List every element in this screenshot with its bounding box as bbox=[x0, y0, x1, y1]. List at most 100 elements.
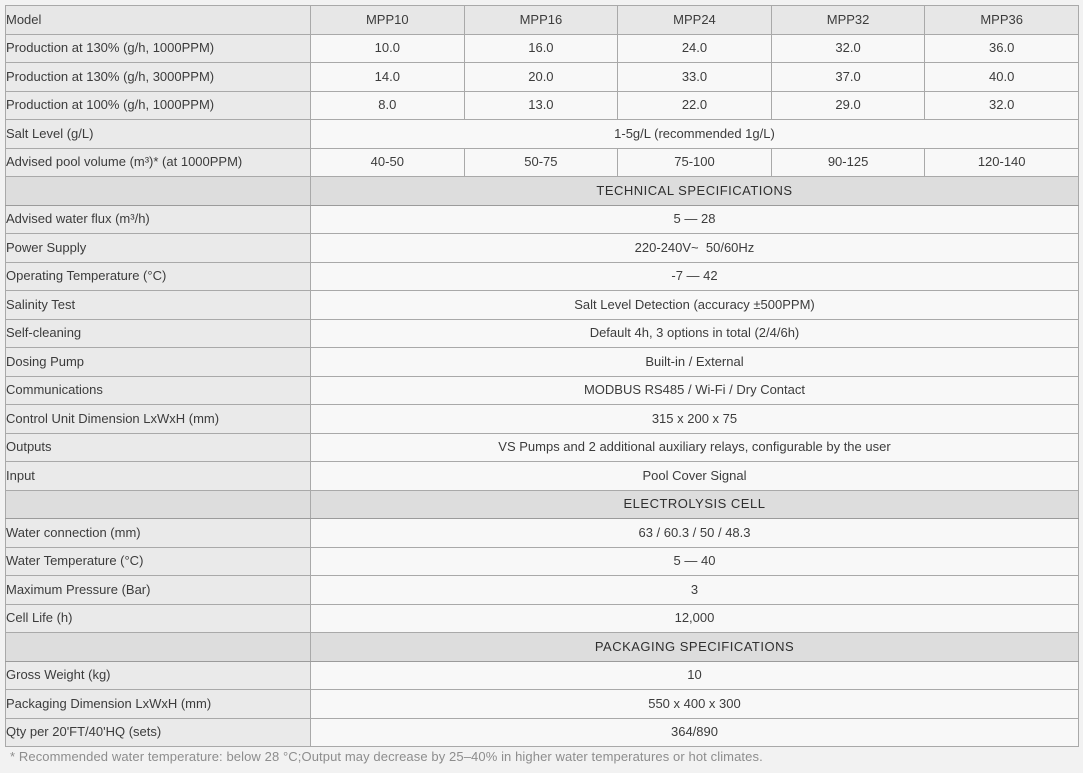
table-footnote: * Recommended water temperature: below 2… bbox=[10, 749, 763, 764]
section-title-cell: TECHNICAL SPECIFICATIONS bbox=[310, 176, 1079, 206]
row-label-cell: Salinity Test bbox=[5, 290, 311, 320]
row-label-cell: Cell Life (h) bbox=[5, 603, 311, 633]
row-label-cell: Maximum Pressure (Bar) bbox=[5, 575, 311, 605]
model-name-cell: MPP10 bbox=[310, 5, 465, 35]
row-label-cell: Operating Temperature (°C) bbox=[5, 261, 311, 291]
model-value-cell: 50-75 bbox=[463, 147, 619, 177]
spec-table-body: Model MPP10 MPP16 MPP24 MPP32 MPP36 Production… bbox=[5, 5, 1079, 747]
model-header-label-cell: Model bbox=[5, 5, 311, 35]
row-label-cell: Dosing Pump bbox=[5, 347, 311, 377]
model-value-cell: 75-100 bbox=[617, 147, 772, 177]
table-row: Maximum Pressure (Bar) 3 bbox=[5, 575, 1079, 605]
model-value-cell: 8.0 bbox=[310, 90, 465, 120]
table-row: Gross Weight (kg) 10 bbox=[5, 660, 1079, 690]
row-label-cell: Communications bbox=[5, 375, 311, 405]
section-row: PACKAGING SPECIFICATIONS bbox=[5, 632, 1079, 662]
span-value-cell: 3 bbox=[310, 575, 1079, 605]
model-value-cell: 90-125 bbox=[770, 147, 926, 177]
row-label-cell: Production at 100% (g/h, 1000PPM) bbox=[5, 90, 311, 120]
span-value-cell: 364/890 bbox=[310, 717, 1079, 747]
model-name-cell: MPP32 bbox=[770, 5, 926, 35]
span-value-cell: 10 bbox=[310, 660, 1079, 690]
model-value-cell: 32.0 bbox=[924, 90, 1079, 120]
row-label-cell: Self-cleaning bbox=[5, 318, 311, 348]
span-value-cell: 220-240V~ 50/60Hz bbox=[310, 233, 1079, 263]
row-label-cell: Water Temperature (°C) bbox=[5, 546, 311, 576]
table-row: Advised water flux (m³/h) 5 — 28 bbox=[5, 204, 1079, 234]
model-value-cell: 33.0 bbox=[617, 62, 772, 92]
model-value-cell: 14.0 bbox=[310, 62, 465, 92]
row-label-cell: Outputs bbox=[5, 432, 311, 462]
section-title-cell: PACKAGING SPECIFICATIONS bbox=[310, 632, 1079, 662]
span-value-cell: VS Pumps and 2 additional auxiliary rela… bbox=[310, 432, 1079, 462]
table-row: Outputs VS Pumps and 2 additional auxilia… bbox=[5, 432, 1079, 462]
table-row: Power Supply 220-240V~ 50/60Hz bbox=[5, 233, 1079, 263]
table-row: Production at 100% (g/h, 1000PPM) 8.0 13.0… bbox=[5, 90, 1079, 120]
span-value-cell: 5 — 40 bbox=[310, 546, 1079, 576]
model-value-cell: 37.0 bbox=[770, 62, 926, 92]
section-empty-cell bbox=[5, 632, 311, 662]
model-value-cell: 22.0 bbox=[617, 90, 772, 120]
table-row: Water connection (mm) 63 / 60.3 / 50 / 48… bbox=[5, 518, 1079, 548]
table-row: Advised pool volume (m³)* (at 1000PPM) 40… bbox=[5, 147, 1079, 177]
span-value-cell: -7 — 42 bbox=[310, 261, 1079, 291]
span-value-cell: 315 x 200 x 75 bbox=[310, 404, 1079, 434]
model-value-cell: 24.0 bbox=[617, 33, 772, 63]
row-label-cell: Input bbox=[5, 461, 311, 491]
row-label-cell: Gross Weight (kg) bbox=[5, 660, 311, 690]
section-empty-cell bbox=[5, 176, 311, 206]
table-row: Dosing Pump Built-in / External bbox=[5, 347, 1079, 377]
table-row: Production at 130% (g/h, 3000PPM) 14.0 20.… bbox=[5, 62, 1079, 92]
row-label-cell: Qty per 20'FT/40'HQ (sets) bbox=[5, 717, 311, 747]
table-row: Communications MODBUS RS485 / Wi-Fi / Dry… bbox=[5, 375, 1079, 405]
span-value-cell: 5 — 28 bbox=[310, 204, 1079, 234]
section-row: TECHNICAL SPECIFICATIONS bbox=[5, 176, 1079, 206]
table-row: Salt Level (g/L) 1-5g/L (recommended 1g/L… bbox=[5, 119, 1079, 149]
table-row: Packaging Dimension LxWxH (mm) 550 x 400 … bbox=[5, 689, 1079, 719]
span-value-cell: 63 / 60.3 / 50 / 48.3 bbox=[310, 518, 1079, 548]
span-value-cell: 1-5g/L (recommended 1g/L) bbox=[310, 119, 1079, 149]
model-value-cell: 20.0 bbox=[463, 62, 619, 92]
row-label-cell: Salt Level (g/L) bbox=[5, 119, 311, 149]
model-value-cell: 10.0 bbox=[310, 33, 465, 63]
model-name-cell: MPP36 bbox=[924, 5, 1079, 35]
spec-table-grid: Model MPP10 MPP16 MPP24 MPP32 MPP36 Production… bbox=[5, 5, 1079, 747]
row-label-cell: Production at 130% (g/h, 1000PPM) bbox=[5, 33, 311, 63]
span-value-cell: Pool Cover Signal bbox=[310, 461, 1079, 491]
model-value-cell: 16.0 bbox=[463, 33, 619, 63]
table-row: Self-cleaning Default 4h, 3 options in to… bbox=[5, 318, 1079, 348]
model-value-cell: 32.0 bbox=[770, 33, 926, 63]
model-value-cell: 120-140 bbox=[924, 147, 1079, 177]
spec-table: Model MPP10 MPP16 MPP24 MPP32 MPP36 Production… bbox=[5, 5, 1079, 747]
model-value-cell: 13.0 bbox=[463, 90, 619, 120]
span-value-cell: 550 x 400 x 300 bbox=[310, 689, 1079, 719]
row-label-cell: Production at 130% (g/h, 3000PPM) bbox=[5, 62, 311, 92]
row-label-cell: Power Supply bbox=[5, 233, 311, 263]
model-value-cell: 29.0 bbox=[770, 90, 926, 120]
table-row: Salinity Test Salt Level Detection (accur… bbox=[5, 290, 1079, 320]
table-row: Cell Life (h) 12,000 bbox=[5, 603, 1079, 633]
span-value-cell: 12,000 bbox=[310, 603, 1079, 633]
table-row: Water Temperature (°C) 5 — 40 bbox=[5, 546, 1079, 576]
table-row: Qty per 20'FT/40'HQ (sets) 364/890 bbox=[5, 717, 1079, 747]
table-row: Control Unit Dimension LxWxH (mm) 315 x 2… bbox=[5, 404, 1079, 434]
model-value-cell: 36.0 bbox=[924, 33, 1079, 63]
span-value-cell: Built-in / External bbox=[310, 347, 1079, 377]
model-value-cell: 40.0 bbox=[924, 62, 1079, 92]
row-label-cell: Advised pool volume (m³)* (at 1000PPM) bbox=[5, 147, 311, 177]
table-row: Input Pool Cover Signal bbox=[5, 461, 1079, 491]
table-row: Production at 130% (g/h, 1000PPM) 10.0 16.… bbox=[5, 33, 1079, 63]
row-label-cell: Advised water flux (m³/h) bbox=[5, 204, 311, 234]
span-value-cell: MODBUS RS485 / Wi-Fi / Dry Contact bbox=[310, 375, 1079, 405]
model-name-cell: MPP16 bbox=[463, 5, 619, 35]
section-title-cell: ELECTROLYSIS CELL bbox=[310, 489, 1079, 519]
span-value-cell: Salt Level Detection (accuracy ±500PPM) bbox=[310, 290, 1079, 320]
section-row: ELECTROLYSIS CELL bbox=[5, 489, 1079, 519]
row-label-cell: Control Unit Dimension LxWxH (mm) bbox=[5, 404, 311, 434]
section-empty-cell bbox=[5, 489, 311, 519]
row-label-cell: Water connection (mm) bbox=[5, 518, 311, 548]
model-name-cell: MPP24 bbox=[617, 5, 772, 35]
header-row: Model MPP10 MPP16 MPP24 MPP32 MPP36 bbox=[5, 5, 1079, 35]
row-label-cell: Packaging Dimension LxWxH (mm) bbox=[5, 689, 311, 719]
span-value-cell: Default 4h, 3 options in total (2/4/6h) bbox=[310, 318, 1079, 348]
